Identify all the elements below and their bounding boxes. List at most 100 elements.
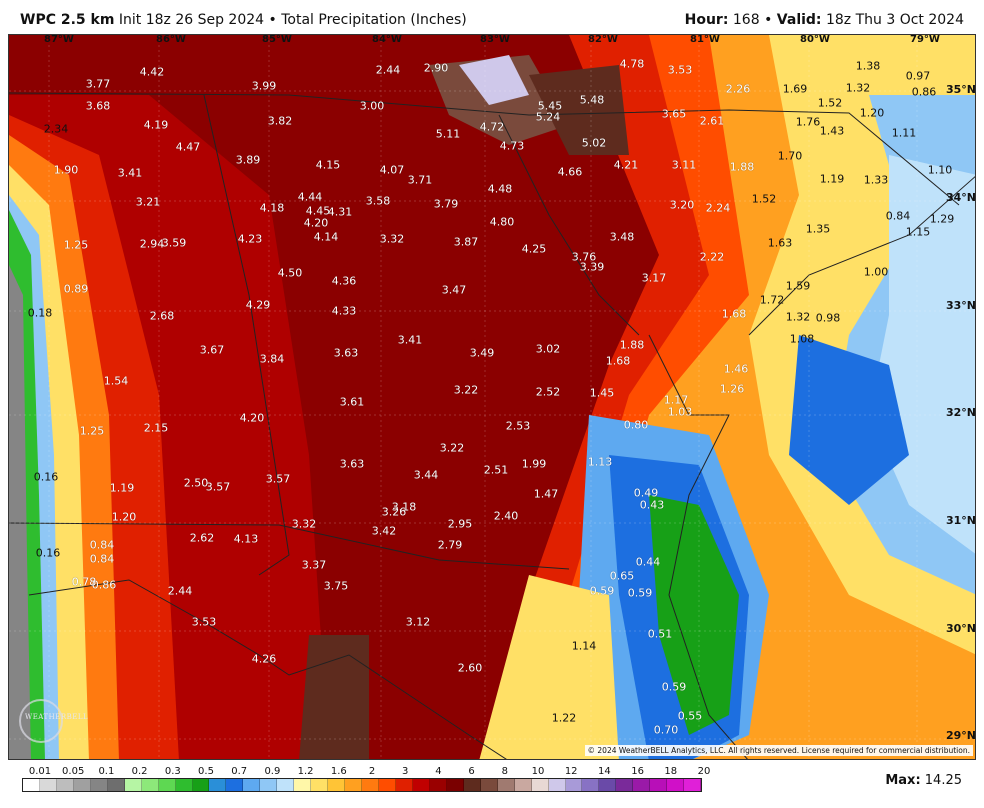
precip-value-label: 1.26 xyxy=(719,382,745,396)
precip-value-label: 4.72 xyxy=(479,120,505,134)
legend-tick-label: 2 xyxy=(368,766,376,777)
precip-value-label: 1.19 xyxy=(819,172,845,186)
precip-value-label: 4.21 xyxy=(613,158,639,172)
precip-value-label: 2.40 xyxy=(493,509,519,523)
precip-value-label: 4.36 xyxy=(331,274,357,288)
precip-value-label: 2.44 xyxy=(375,63,401,77)
precip-value-label: 4.26 xyxy=(251,652,277,666)
precip-value-label: 3.11 xyxy=(671,158,697,172)
precip-value-label: 4.29 xyxy=(245,298,271,312)
precip-value-label: 2.51 xyxy=(483,463,509,477)
precip-value-label: 3.89 xyxy=(235,153,261,167)
precip-value-label: 3.84 xyxy=(259,352,285,366)
precip-value-label: 4.73 xyxy=(499,139,525,153)
legend-swatch xyxy=(56,779,74,791)
precip-value-label: 1.38 xyxy=(855,59,881,73)
precip-value-label: 3.99 xyxy=(251,79,277,93)
precip-value-label: 0.59 xyxy=(661,680,687,694)
color-scale-legend xyxy=(22,778,702,792)
precip-value-label: 0.43 xyxy=(639,498,665,512)
precip-value-label: 3.17 xyxy=(641,271,667,285)
legend-tick-label: 3 xyxy=(402,766,409,777)
legend-tick-label: 6 xyxy=(468,766,475,777)
legend-swatch xyxy=(412,779,430,791)
init-time: Init 18z 26 Sep 2024 xyxy=(118,12,265,28)
precip-value-label: 2.24 xyxy=(705,201,731,215)
legend-swatch xyxy=(107,779,125,791)
precip-value-label: 0.65 xyxy=(609,569,635,583)
legend-swatch xyxy=(175,779,193,791)
longitude-label: 83°W xyxy=(480,34,510,45)
precip-value-label: 0.18 xyxy=(27,306,53,320)
precip-value-label: 1.35 xyxy=(805,222,831,236)
precip-value-label: 4.44 xyxy=(297,190,323,204)
precip-value-label: 3.68 xyxy=(85,99,111,113)
precip-value-label: 5.45 xyxy=(537,99,563,113)
precip-value-label: 1.08 xyxy=(789,332,815,346)
legend-swatch xyxy=(616,779,634,791)
precip-value-label: 4.42 xyxy=(139,65,165,79)
legend-swatch xyxy=(243,779,261,791)
map-title: WPC 2.5 km Init 18z 26 Sep 2024 • Total … xyxy=(20,12,467,28)
legend-swatch xyxy=(277,779,295,791)
precip-value-label: 1.32 xyxy=(785,310,811,324)
legend-swatch xyxy=(650,779,668,791)
precip-value-label: 3.82 xyxy=(267,114,293,128)
precip-value-label: 4.14 xyxy=(313,230,339,244)
hour-value: 168 xyxy=(732,12,760,28)
precip-value-label: 1.99 xyxy=(521,457,547,471)
legend-swatch xyxy=(531,779,549,791)
max-number: 14.25 xyxy=(924,773,962,788)
precip-value-label: 1.47 xyxy=(533,487,559,501)
precip-value-label: 1.10 xyxy=(927,163,953,177)
precip-value-label: 4.78 xyxy=(619,57,645,71)
legend-tick-label: 10 xyxy=(531,766,545,777)
legend-tick-label: 0.01 xyxy=(28,766,52,777)
legend-swatch xyxy=(294,779,312,791)
precip-value-label: 0.44 xyxy=(635,555,661,569)
longitude-label: 82°W xyxy=(588,34,618,45)
legend-swatch xyxy=(379,779,396,791)
precip-value-label: 0.59 xyxy=(589,584,615,598)
precip-value-label: 1.25 xyxy=(63,238,89,252)
legend-swatch xyxy=(226,779,244,791)
precip-value-label: 5.11 xyxy=(435,127,461,141)
precip-value-label: 2.62 xyxy=(189,531,215,545)
precip-value-label: 2.68 xyxy=(149,309,175,323)
precip-value-label: 3.57 xyxy=(265,472,291,486)
legend-swatch xyxy=(23,779,40,791)
precip-value-label: 0.78 xyxy=(71,575,97,589)
precip-value-label: 3.22 xyxy=(453,383,479,397)
precip-value-label: 0.70 xyxy=(653,723,679,737)
precip-value-label: 0.16 xyxy=(35,546,61,560)
title-separator: • xyxy=(268,12,277,28)
precip-value-label: 3.02 xyxy=(535,342,561,356)
precipitation-map[interactable]: WEATHERBELL © 2024 WeatherBELL Analytics… xyxy=(8,34,976,760)
latitude-label: 35°N xyxy=(946,83,977,96)
precip-value-label: 0.97 xyxy=(905,69,931,83)
precip-value-label: 3.20 xyxy=(669,198,695,212)
legend-swatch xyxy=(463,779,481,791)
precip-value-label: 3.53 xyxy=(191,615,217,629)
precip-value-label: 4.13 xyxy=(233,532,259,546)
copyright-notice: © 2024 WeatherBELL Analytics, LLC. All r… xyxy=(584,745,973,756)
legend-tick-labels: 0.01 0.05 0.1 0.2 0.3 0.5 0.7 0.9 1.2 1.6 2 3 4 6 8 10 1… xyxy=(24,766,711,778)
precip-value-label: 1.88 xyxy=(619,338,645,352)
latitude-label: 31°N xyxy=(946,514,977,527)
latitude-label: 30°N xyxy=(946,622,977,635)
precip-value-label: 4.18 xyxy=(259,201,285,215)
precip-value-label: 3.65 xyxy=(661,107,687,121)
precip-value-label: 0.84 xyxy=(89,552,115,566)
legend-swatch xyxy=(158,779,176,791)
precip-value-label: 4.20 xyxy=(239,411,265,425)
legend-tick-label: 12 xyxy=(564,766,578,777)
precip-value-label: 3.44 xyxy=(413,468,439,482)
legend-swatch xyxy=(599,779,617,791)
precip-value-label: 2.22 xyxy=(699,250,725,264)
latitude-label: 29°N xyxy=(946,729,977,742)
precip-value-label: 2.44 xyxy=(167,584,193,598)
precip-value-label: 1.13 xyxy=(587,455,613,469)
precip-value-label: 1.52 xyxy=(817,96,843,110)
precip-value-label: 1.00 xyxy=(863,265,889,279)
legend-swatch xyxy=(39,779,57,791)
